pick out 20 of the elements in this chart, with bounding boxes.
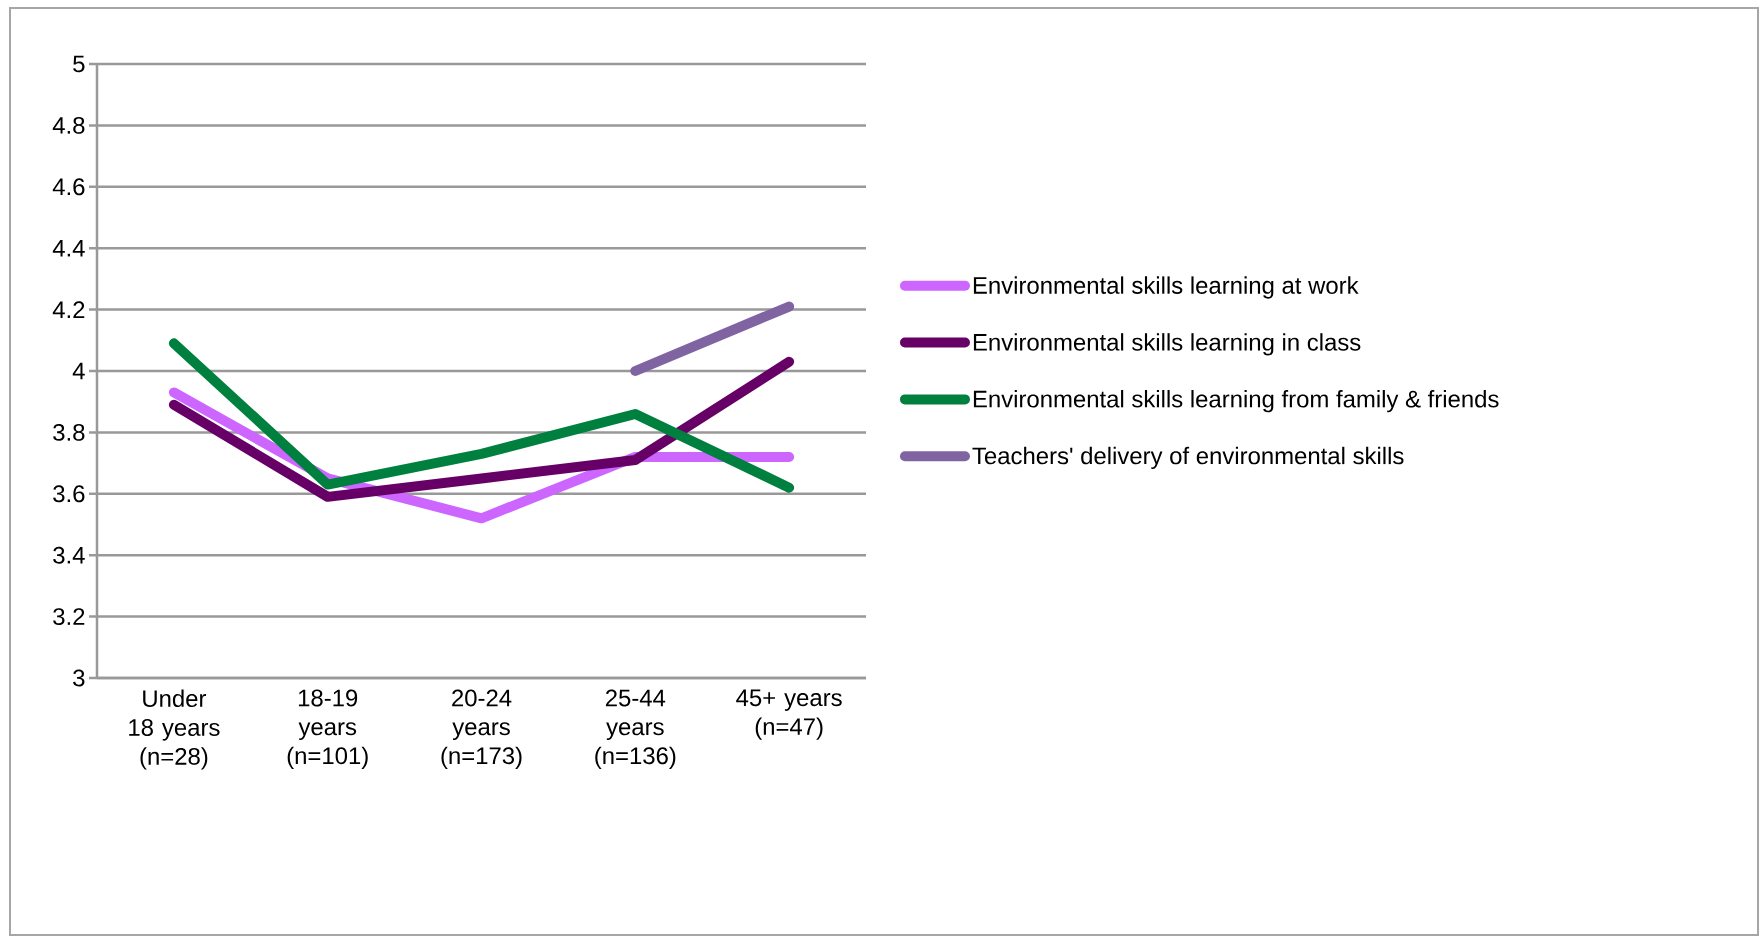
y-tick-label: 4.6 bbox=[52, 178, 85, 196]
x-tick-label: 45+ years (n=47) bbox=[736, 689, 842, 740]
legend-label: Environmental skills learning from family & friends bbox=[973, 389, 1499, 413]
y-tick-label: 3.6 bbox=[53, 485, 85, 503]
legend-label: Teachers' delivery of environmental skills bbox=[972, 446, 1404, 470]
legend-label: Environmental skills learning in class bbox=[973, 333, 1361, 356]
y-tick-label: 5 bbox=[73, 55, 85, 73]
x-tick-label: 25-44 years (n=136) bbox=[595, 689, 676, 769]
y-tick-label: 4.8 bbox=[52, 116, 85, 134]
y-tick-label: 4 bbox=[72, 362, 85, 380]
y-tick-label: 3 bbox=[73, 669, 85, 687]
y-tick-label: 3.2 bbox=[53, 608, 85, 626]
y-tick-label: 4.4 bbox=[52, 239, 85, 257]
y-tick-label: 3.8 bbox=[53, 423, 85, 441]
x-tick-label: Under 18 years (n=28) bbox=[129, 689, 220, 770]
x-tick-label: 20-24 years (n=173) bbox=[441, 689, 522, 769]
legend-label: Environmental skills learning at work bbox=[973, 276, 1359, 299]
y-tick-label: 4.2 bbox=[52, 301, 85, 318]
y-tick-label: 3.4 bbox=[53, 546, 85, 564]
x-tick-label: 18-19 years (n=101) bbox=[287, 689, 368, 769]
